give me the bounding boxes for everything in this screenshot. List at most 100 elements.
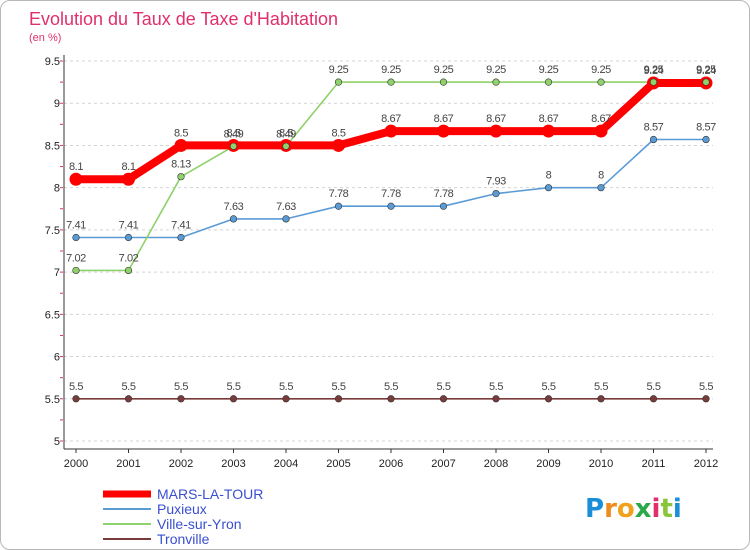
x-tick-label: 2003 — [221, 458, 245, 470]
data-label-tronville: 5.5 — [489, 381, 503, 393]
data-label-puxieux: 8.57 — [696, 122, 716, 134]
data-point-mars-la-tour — [69, 172, 83, 186]
x-tick-label: 2009 — [536, 458, 560, 470]
data-point-puxieux — [282, 215, 290, 223]
data-point-puxieux — [72, 233, 80, 242]
data-point-ville-sur-yron — [597, 78, 605, 86]
data-label-ville-sur-yron: 9.25 — [591, 64, 611, 76]
x-tick-label: 2012 — [694, 458, 718, 470]
data-label-tronville: 5.5 — [279, 381, 293, 393]
data-point-puxieux — [334, 202, 343, 210]
brand-letter: P — [585, 494, 604, 524]
axes: 5 5.5 6 6.5 7 7.5 8 8.5 9 9.5 2000 2001 2002 2003 2004… — [45, 55, 718, 470]
data-label-mars-la-tour: 9.24 — [696, 65, 716, 77]
data-label-tronville: 5.5 — [699, 381, 713, 393]
data-point-mars-la-tour — [384, 124, 398, 138]
data-point-mars-la-tour — [489, 124, 503, 138]
data-label-puxieux: 8 — [598, 170, 604, 182]
data-point-ville-sur-yron — [492, 78, 500, 86]
data-label-ville-sur-yron: 9.25 — [329, 64, 349, 76]
data-point-tronville — [334, 395, 343, 403]
y-tick-label: 9 — [54, 98, 60, 110]
data-point-puxieux — [649, 135, 658, 144]
x-tick-label: 2002 — [169, 458, 193, 470]
data-label-puxieux: 7.63 — [224, 201, 244, 213]
data-point-mars-la-tour — [122, 172, 135, 186]
y-tick-label: 6.5 — [45, 309, 60, 321]
x-tick-label: 2010 — [589, 458, 613, 470]
chart-subtitle: (en %) — [29, 32, 61, 44]
legend-label-tronville: Tronville — [157, 531, 210, 547]
data-point-tronville — [229, 395, 238, 403]
data-point-overlap — [649, 78, 658, 86]
x-tick-label: 2005 — [326, 458, 350, 470]
data-label-tronville: 5.5 — [226, 381, 240, 393]
data-point-tronville — [177, 395, 185, 403]
data-point-overlap — [229, 142, 238, 150]
data-point-ville-sur-yron — [177, 173, 185, 181]
data-label-mars-la-tour: 8.67 — [434, 113, 454, 125]
data-label-puxieux: 7.78 — [434, 188, 454, 200]
data-label-puxieux: 7.41 — [66, 219, 86, 231]
x-tick-label: 2008 — [484, 458, 508, 470]
legend-label-puxieux: Puxieux — [157, 501, 207, 517]
brand-letter: o — [617, 494, 635, 524]
data-point-mars-la-tour — [437, 124, 450, 138]
data-point-tronville — [649, 395, 658, 403]
data-label-tronville: 5.5 — [436, 381, 450, 393]
data-point-mars-la-tour — [174, 138, 188, 152]
data-label-puxieux: 7.93 — [486, 176, 506, 188]
brand-letter: t — [660, 494, 672, 524]
chart-title: Evolution du Taux de Taxe d'Habitation — [29, 9, 338, 29]
x-tick-label: 2007 — [431, 458, 455, 470]
data-point-puxieux — [124, 233, 133, 242]
data-label-ville-sur-yron: 9.25 — [486, 64, 506, 76]
data-label-ville-sur-yron: 8.49 — [224, 128, 244, 140]
brand-letter: i — [652, 494, 661, 524]
data-point-tronville — [492, 395, 500, 403]
data-label-mars-la-tour: 8.67 — [539, 113, 559, 125]
data-label-ville-sur-yron: 8.13 — [171, 159, 191, 171]
data-point-tronville — [439, 395, 448, 403]
data-label-ville-sur-yron: 9.25 — [696, 64, 716, 76]
brand-logo-text: Proxiti — [585, 494, 682, 524]
data-label-mars-la-tour: 9.24 — [644, 65, 664, 77]
data-label-ville-sur-yron: 7.02 — [66, 252, 86, 264]
data-label-tronville: 5.5 — [121, 381, 135, 393]
data-point-puxieux — [702, 135, 710, 144]
data-label-ville-sur-yron: 9.25 — [381, 64, 401, 76]
data-label-mars-la-tour: 8.1 — [69, 161, 83, 173]
data-point-mars-la-tour — [542, 124, 555, 138]
data-point-tronville — [282, 395, 290, 403]
x-tick-label: 2000 — [64, 458, 88, 470]
data-point-overlap — [702, 78, 710, 86]
data-label-ville-sur-yron: 9.25 — [434, 64, 454, 76]
y-tick-label: 5 — [54, 436, 60, 448]
data-label-ville-sur-yron: 9.25 — [539, 64, 559, 76]
y-tick-label: 7.5 — [45, 225, 60, 237]
x-tick-label: 2006 — [379, 458, 403, 470]
data-label-tronville: 5.5 — [174, 381, 188, 393]
x-tick-label: 2001 — [116, 458, 140, 470]
brand-letter: r — [604, 494, 617, 524]
x-tick-label: 2004 — [274, 458, 298, 470]
brand-letter: x — [635, 494, 652, 524]
y-tick-label: 9.5 — [45, 56, 60, 68]
brand-letter: i — [673, 494, 682, 524]
data-label-puxieux: 7.63 — [276, 201, 296, 213]
data-point-mars-la-tour — [594, 124, 608, 138]
data-point-tronville — [597, 395, 605, 403]
data-labels: 8.1 8.1 8.5 8.5 8.5 8.5 8.67 8.67 8.67 8.67 8.67 9.… — [66, 64, 716, 393]
data-point-puxieux — [544, 184, 553, 192]
data-point-ville-sur-yron — [72, 266, 80, 275]
data-label-tronville: 5.5 — [331, 381, 345, 393]
legend-label-ville-sur-yron: Ville-sur-Yron — [157, 516, 242, 532]
data-label-mars-la-tour: 8.5 — [226, 127, 240, 139]
data-point-tronville — [72, 395, 80, 403]
data-label-puxieux: 8.57 — [644, 122, 664, 134]
y-tick-label: 5.5 — [45, 394, 60, 406]
data-label-puxieux: 7.41 — [119, 219, 139, 231]
data-point-puxieux — [439, 202, 448, 210]
data-point-ville-sur-yron — [124, 266, 133, 275]
data-label-mars-la-tour: 8.5 — [279, 127, 293, 139]
